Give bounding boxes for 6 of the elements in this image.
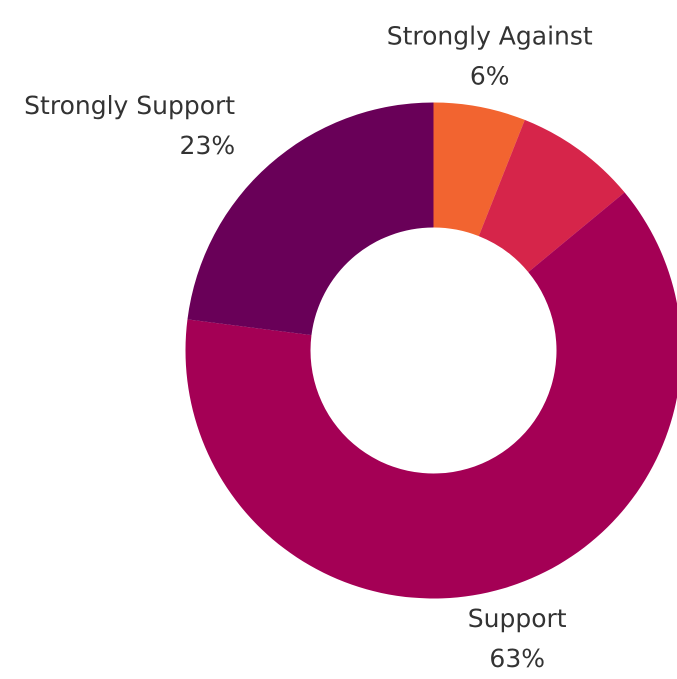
data-label: 6%: [470, 61, 510, 90]
slice-label: Strongly Support: [24, 90, 236, 120]
slice-label: Strongly Against: [386, 21, 593, 50]
data-label: 23%: [180, 130, 236, 160]
data-label: 63%: [489, 644, 545, 674]
slice-label: Support: [468, 604, 567, 634]
